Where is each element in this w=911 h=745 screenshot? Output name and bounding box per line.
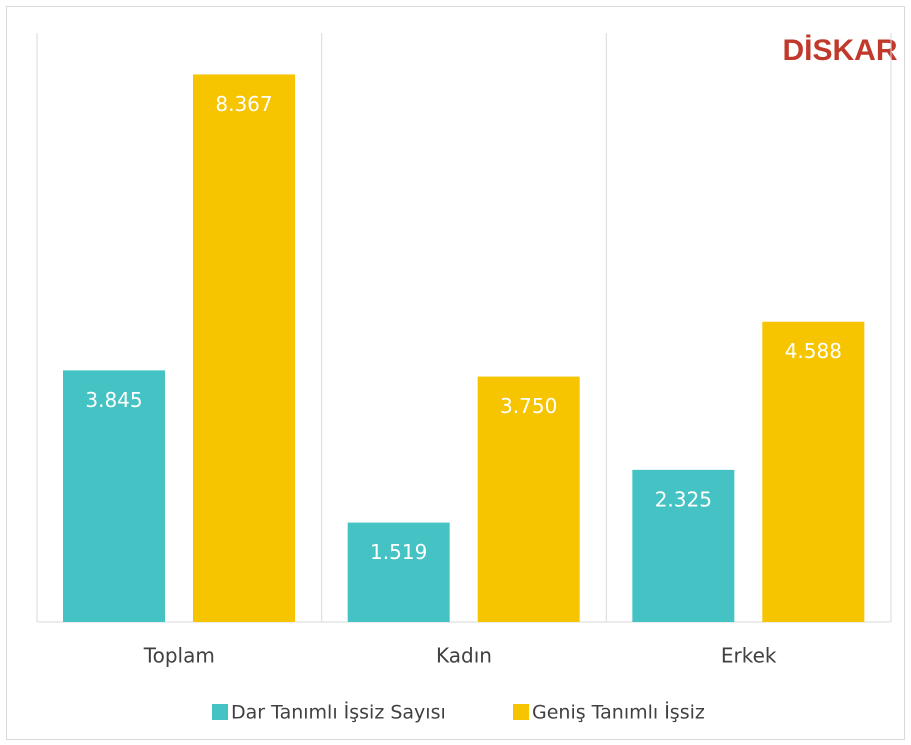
bar — [762, 321, 865, 622]
data-label: 4.588 — [785, 339, 842, 363]
bar — [63, 370, 165, 622]
data-label: 8.367 — [215, 92, 272, 116]
data-label: 1.519 — [370, 540, 427, 564]
bar — [193, 74, 295, 622]
bar — [632, 469, 735, 622]
x-tick-label: Erkek — [721, 644, 777, 668]
logo: DİSKAR — [782, 34, 897, 67]
legend-swatch — [212, 704, 228, 720]
legend-label: Dar Tanımlı İşsiz Sayısı — [231, 701, 446, 724]
legend-swatch — [513, 704, 529, 720]
data-label: 3.845 — [85, 388, 142, 412]
data-label: 2.325 — [655, 487, 712, 511]
x-tick-label: Toplam — [143, 644, 215, 668]
bar — [477, 376, 580, 622]
legend-label: Geniş Tanımlı İşsiz — [532, 701, 705, 724]
bar — [347, 522, 450, 622]
x-tick-label: Kadın — [436, 644, 492, 668]
data-label: 3.750 — [500, 394, 557, 418]
